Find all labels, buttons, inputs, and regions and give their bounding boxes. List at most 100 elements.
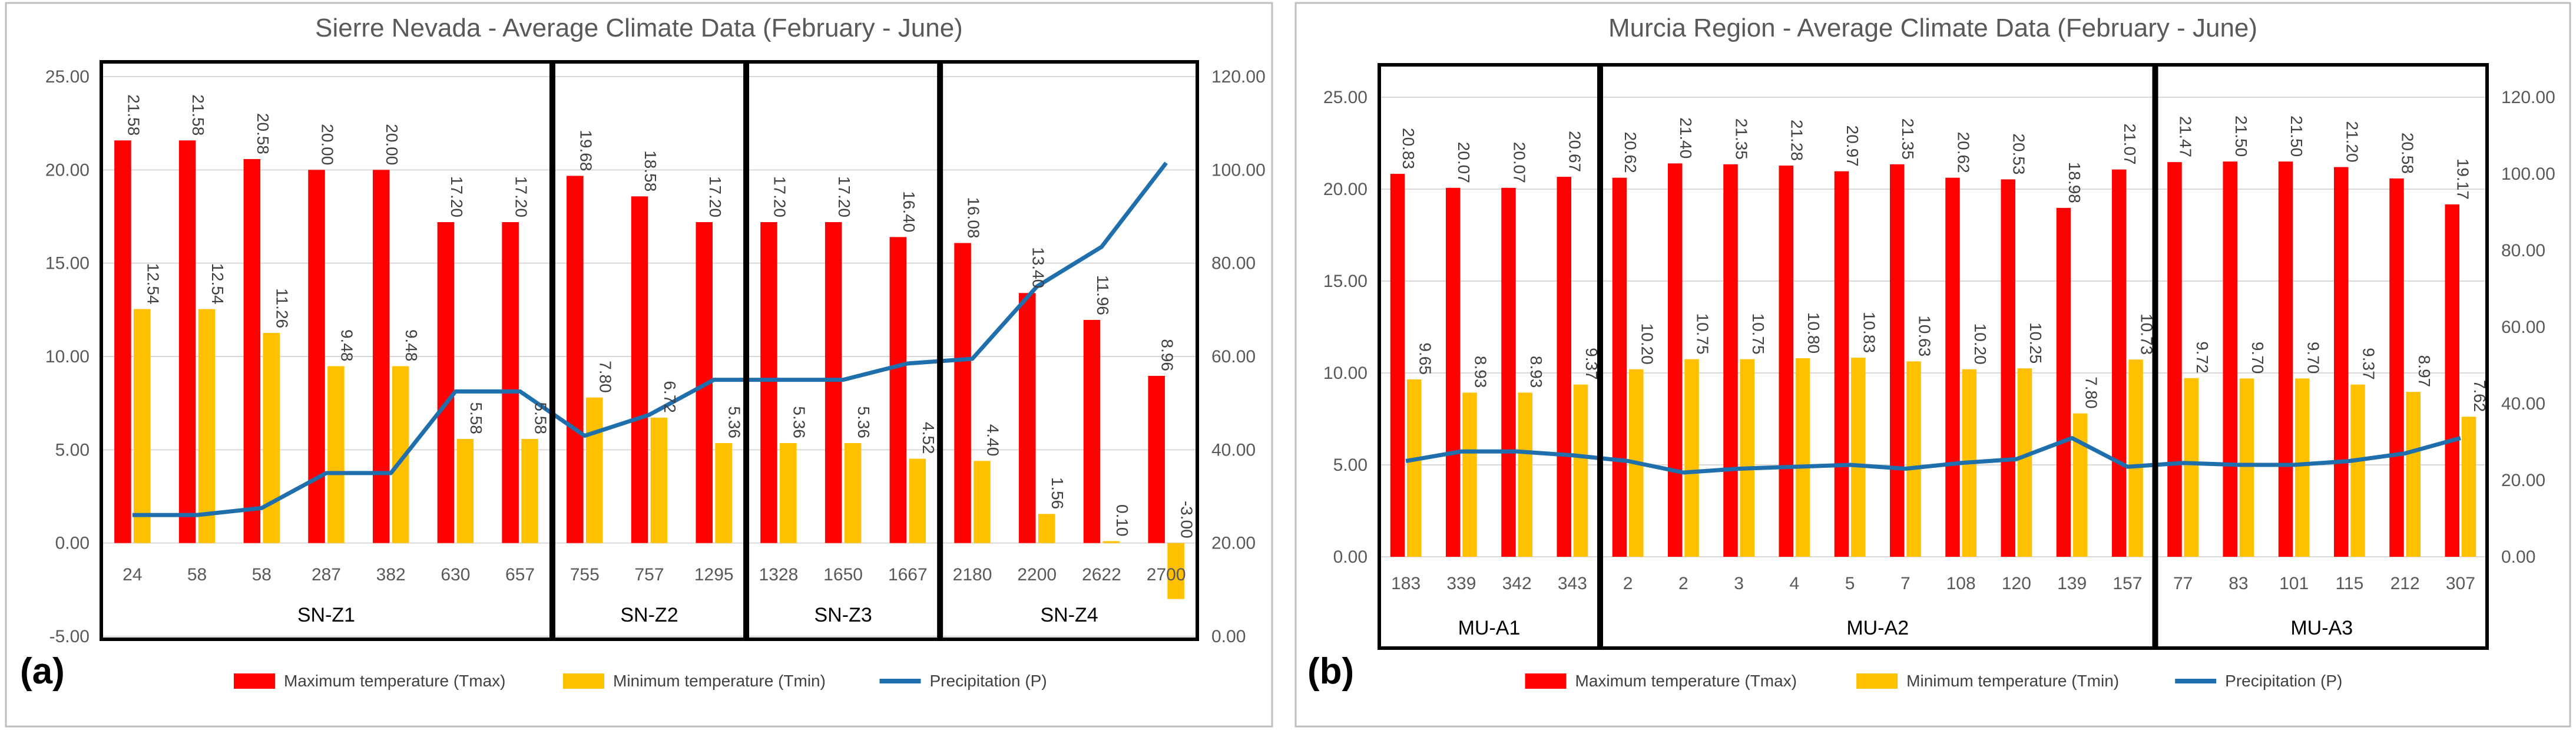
tmin-bar xyxy=(585,397,603,543)
tmin-value-label: 10.20 xyxy=(1971,323,1989,365)
tmax-bar xyxy=(567,176,584,543)
tmin-value-label: 7.80 xyxy=(2082,376,2100,409)
tmin-bar xyxy=(1684,359,1699,557)
tmax-value-label: 20.83 xyxy=(1399,128,1418,169)
tmax-value-label: 21.20 xyxy=(2343,121,2361,162)
tmin-value-label: 10.20 xyxy=(1638,323,1656,365)
tmin-value-label: 6.72 xyxy=(661,381,679,413)
tmax-value-label: 21.40 xyxy=(1677,117,1695,158)
tmax-value-label: 20.62 xyxy=(1621,132,1640,173)
tmax-bar xyxy=(178,140,196,543)
tmin-bar xyxy=(2406,392,2421,557)
category-label: 115 xyxy=(2335,574,2363,593)
category-label: 1650 xyxy=(823,565,863,584)
tmax-bar xyxy=(2056,207,2071,557)
tmin-value-label: 10.25 xyxy=(2027,322,2045,364)
category-label: 657 xyxy=(505,565,535,584)
category-label: 58 xyxy=(252,565,271,584)
tmax-value-label: 20.97 xyxy=(1843,125,1862,167)
tmin-bar xyxy=(198,309,216,543)
tmin-value-label: 8.93 xyxy=(1472,356,1490,388)
tmin-value-label: 5.36 xyxy=(790,406,808,438)
tmax-bar xyxy=(437,222,455,543)
y-right-tick-label: 80.00 xyxy=(1211,254,1256,273)
zone-label: MU-A3 xyxy=(2290,617,2353,639)
tmax-value-label: 17.20 xyxy=(512,176,531,217)
category-label: 83 xyxy=(2229,574,2248,593)
tmax-value-label: 20.07 xyxy=(1510,142,1528,183)
tmin-value-label: 11.26 xyxy=(273,288,292,328)
tmin-value-label: 10.63 xyxy=(1916,315,1934,356)
tmax-value-label: 17.20 xyxy=(770,176,789,217)
category-label: 120 xyxy=(2002,574,2031,593)
legend-label: Precipitation (P) xyxy=(2225,672,2342,690)
tmax-bar xyxy=(1779,166,1793,557)
category-label: 339 xyxy=(1446,574,1476,593)
tmin-value-label: 12.54 xyxy=(208,263,227,304)
zone-box xyxy=(1378,63,1601,650)
tmin-value-label: 9.70 xyxy=(2249,342,2267,374)
tmax-value-label: 18.98 xyxy=(2065,162,2084,203)
y-left-tick-label: 25.00 xyxy=(45,67,90,87)
tmax-value-label: 11.96 xyxy=(1094,275,1112,315)
tmax-value-label: 20.07 xyxy=(1455,142,1473,183)
tmin-bar xyxy=(263,333,280,543)
tmin-value-label: 4.40 xyxy=(984,424,1002,457)
category-label: 3 xyxy=(1734,574,1744,593)
y-right-tick-label: 60.00 xyxy=(2501,318,2545,337)
tmin-bar xyxy=(844,442,862,543)
tmax-value-label: 17.20 xyxy=(835,176,853,217)
tmax-bar xyxy=(1723,164,1738,557)
tmin-value-label: 10.75 xyxy=(1749,313,1767,355)
tmax-bar xyxy=(1390,174,1405,557)
tmin-value-label: 9.72 xyxy=(2193,341,2211,374)
category-label: 7 xyxy=(1900,574,1911,593)
y-right-tick-label: 40.00 xyxy=(1211,440,1256,460)
zone-box xyxy=(1600,63,2156,650)
y-left-tick-label: 20.00 xyxy=(1323,180,1368,199)
panel-label: (b) xyxy=(1307,651,1354,692)
tmax-value-label: 16.08 xyxy=(965,197,983,238)
tmax-value-label: 16.40 xyxy=(900,191,918,232)
legend-label: Maximum temperature (Tmax) xyxy=(284,672,506,690)
tmax-bar xyxy=(2223,161,2237,557)
category-label: 1328 xyxy=(759,565,799,584)
y-left-tick-label: 0.00 xyxy=(55,534,90,553)
tmin-value-label: 8.97 xyxy=(2415,355,2433,388)
tmax-bar xyxy=(2333,167,2349,557)
tmin-value-label: 9.48 xyxy=(337,329,356,362)
tmax-value-label: 21.35 xyxy=(1899,118,1917,160)
category-label: 2 xyxy=(1623,574,1633,593)
category-label: 2 xyxy=(1678,574,1688,593)
tmax-bar xyxy=(1148,375,1165,543)
y-left-tick-label: 10.00 xyxy=(1323,364,1368,383)
tmax-bar xyxy=(2111,169,2127,557)
category-label: 757 xyxy=(634,565,664,584)
y-right-tick-label: 120.00 xyxy=(1211,67,1266,87)
tmax-value-label: 8.96 xyxy=(1158,339,1177,371)
tmin-bar xyxy=(456,438,474,543)
category-label: 1667 xyxy=(888,565,928,584)
tmax-value-label: 20.00 xyxy=(319,124,337,165)
y-left-tick-label: 20.00 xyxy=(45,160,90,180)
tmax-value-label: 20.53 xyxy=(2010,133,2028,174)
tmax-value-label: 13.40 xyxy=(1029,247,1047,288)
category-label: 630 xyxy=(441,565,470,584)
tmin-bar xyxy=(1573,384,1588,557)
tmin-value-label: 9.48 xyxy=(402,329,420,362)
y-right-tick-label: 40.00 xyxy=(2501,394,2545,414)
category-label: 2180 xyxy=(953,565,992,584)
zone-box xyxy=(100,60,553,641)
tmax-value-label: 20.67 xyxy=(1566,131,1584,172)
category-label: 287 xyxy=(312,565,341,584)
category-label: 307 xyxy=(2446,574,2475,593)
y-right-tick-label: 20.00 xyxy=(1211,534,1256,553)
tmin-bar xyxy=(1851,358,1866,557)
tmin-bar xyxy=(1906,361,1921,557)
zone-box xyxy=(939,60,1200,641)
tmin-value-label: 10.75 xyxy=(1694,313,1712,355)
category-label: 4 xyxy=(1790,574,1800,593)
tmin-bar xyxy=(521,438,538,543)
category-label: 24 xyxy=(122,565,142,584)
y-left-tick-label: 25.00 xyxy=(1323,88,1368,107)
